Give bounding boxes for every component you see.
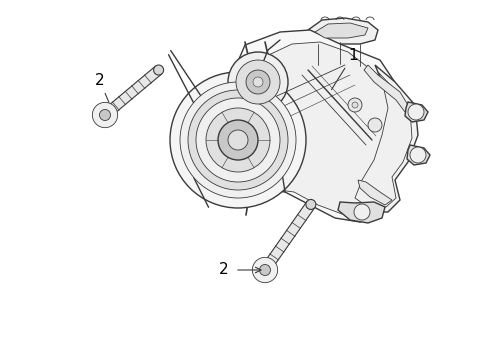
Circle shape (408, 104, 424, 120)
Text: 2: 2 (95, 73, 109, 103)
Circle shape (228, 130, 248, 150)
Circle shape (352, 102, 358, 108)
Circle shape (410, 147, 426, 163)
Polygon shape (358, 180, 392, 205)
Polygon shape (196, 132, 218, 152)
Polygon shape (405, 102, 428, 122)
Circle shape (236, 60, 280, 104)
Circle shape (348, 98, 362, 112)
Circle shape (252, 257, 278, 283)
Circle shape (228, 52, 288, 112)
Circle shape (368, 118, 382, 132)
Polygon shape (234, 42, 393, 214)
Polygon shape (407, 145, 430, 165)
Polygon shape (338, 202, 385, 223)
Circle shape (208, 168, 220, 180)
Polygon shape (254, 261, 276, 279)
Circle shape (260, 265, 270, 275)
Text: 1: 1 (331, 48, 358, 90)
Circle shape (253, 77, 263, 87)
Polygon shape (355, 72, 412, 207)
Circle shape (170, 72, 306, 208)
Circle shape (206, 108, 270, 172)
Circle shape (154, 65, 164, 75)
Polygon shape (308, 18, 378, 44)
Circle shape (246, 70, 270, 94)
Polygon shape (315, 23, 368, 38)
Circle shape (218, 120, 258, 160)
Circle shape (196, 98, 280, 182)
Circle shape (306, 199, 316, 210)
Polygon shape (102, 66, 162, 119)
Polygon shape (364, 65, 408, 112)
Polygon shape (261, 202, 315, 273)
Circle shape (180, 82, 296, 198)
Circle shape (354, 204, 370, 220)
Polygon shape (215, 30, 405, 222)
Polygon shape (94, 105, 116, 125)
Polygon shape (352, 65, 418, 212)
Circle shape (92, 102, 118, 128)
Circle shape (201, 135, 215, 149)
Circle shape (99, 109, 111, 121)
Polygon shape (204, 165, 226, 183)
Text: 2: 2 (219, 262, 228, 278)
Circle shape (188, 90, 288, 190)
